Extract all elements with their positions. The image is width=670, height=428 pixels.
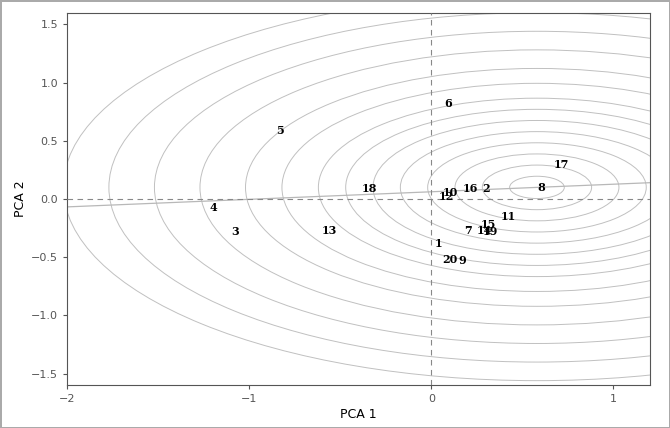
- Text: 15: 15: [480, 219, 496, 230]
- Text: 14: 14: [477, 225, 492, 236]
- X-axis label: PCA 1: PCA 1: [340, 408, 377, 422]
- Text: 20: 20: [442, 254, 458, 265]
- Text: 2: 2: [482, 183, 490, 194]
- Text: 18: 18: [362, 183, 377, 194]
- Text: 1: 1: [435, 238, 443, 249]
- Text: 11: 11: [500, 211, 516, 222]
- Text: 9: 9: [459, 255, 466, 266]
- Text: 12: 12: [439, 191, 454, 202]
- Text: 4: 4: [209, 202, 217, 213]
- Text: 17: 17: [553, 159, 569, 169]
- Text: 10: 10: [442, 187, 458, 198]
- Text: 19: 19: [482, 226, 498, 237]
- Text: 7: 7: [464, 225, 472, 236]
- Text: 8: 8: [537, 182, 545, 193]
- Y-axis label: PCA 2: PCA 2: [14, 181, 27, 217]
- Text: 16: 16: [462, 183, 478, 194]
- Text: 6: 6: [444, 98, 452, 109]
- Text: 5: 5: [277, 125, 284, 136]
- Text: 3: 3: [231, 226, 239, 237]
- Text: 13: 13: [322, 225, 338, 236]
